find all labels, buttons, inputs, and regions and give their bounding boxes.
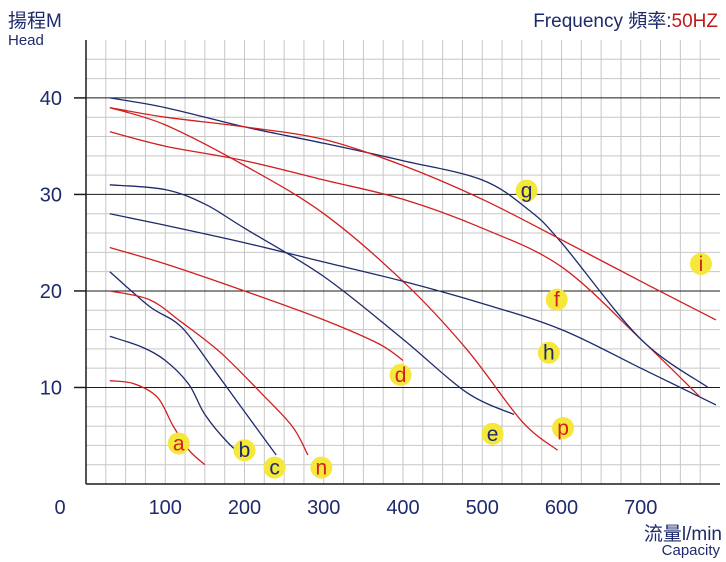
x-tick-label: 500 (466, 497, 499, 519)
x-tick-label: 400 (386, 497, 419, 519)
curve-label-n: n (316, 457, 328, 480)
curve-label-b: b (239, 439, 251, 462)
y-tick-label: 40 (40, 88, 62, 110)
pump-curve-h (110, 214, 716, 405)
curve-label-a: a (173, 432, 185, 455)
curve-label-i: i (699, 253, 704, 276)
curve-label-e: e (487, 423, 499, 446)
x-tick-label: 600 (545, 497, 578, 519)
curve-label-g: g (521, 180, 533, 203)
curve-label-p: p (557, 417, 569, 440)
x-tick-label: 100 (149, 497, 182, 519)
y-tick-label: 10 (40, 377, 62, 399)
pump-curve-p (110, 108, 558, 451)
curve-label-c: c (269, 457, 280, 480)
x-tick-label: 0 (54, 497, 65, 519)
pump-curve-e (110, 185, 514, 415)
x-axis-title-english: Capacity (662, 543, 720, 558)
curve-label-d: d (395, 364, 407, 387)
pump-curve-c (110, 272, 276, 455)
curve-label-h: h (543, 342, 555, 365)
x-tick-label: 300 (307, 497, 340, 519)
pump-curve-f (110, 132, 700, 397)
y-tick-label: 20 (40, 281, 62, 303)
pump-curve-n (110, 291, 308, 455)
x-tick-label: 700 (624, 497, 657, 519)
pump-curve-a (110, 381, 205, 465)
x-tick-label: 200 (228, 497, 261, 519)
y-tick-label: 30 (40, 184, 62, 206)
curve-label-f: f (554, 289, 560, 312)
